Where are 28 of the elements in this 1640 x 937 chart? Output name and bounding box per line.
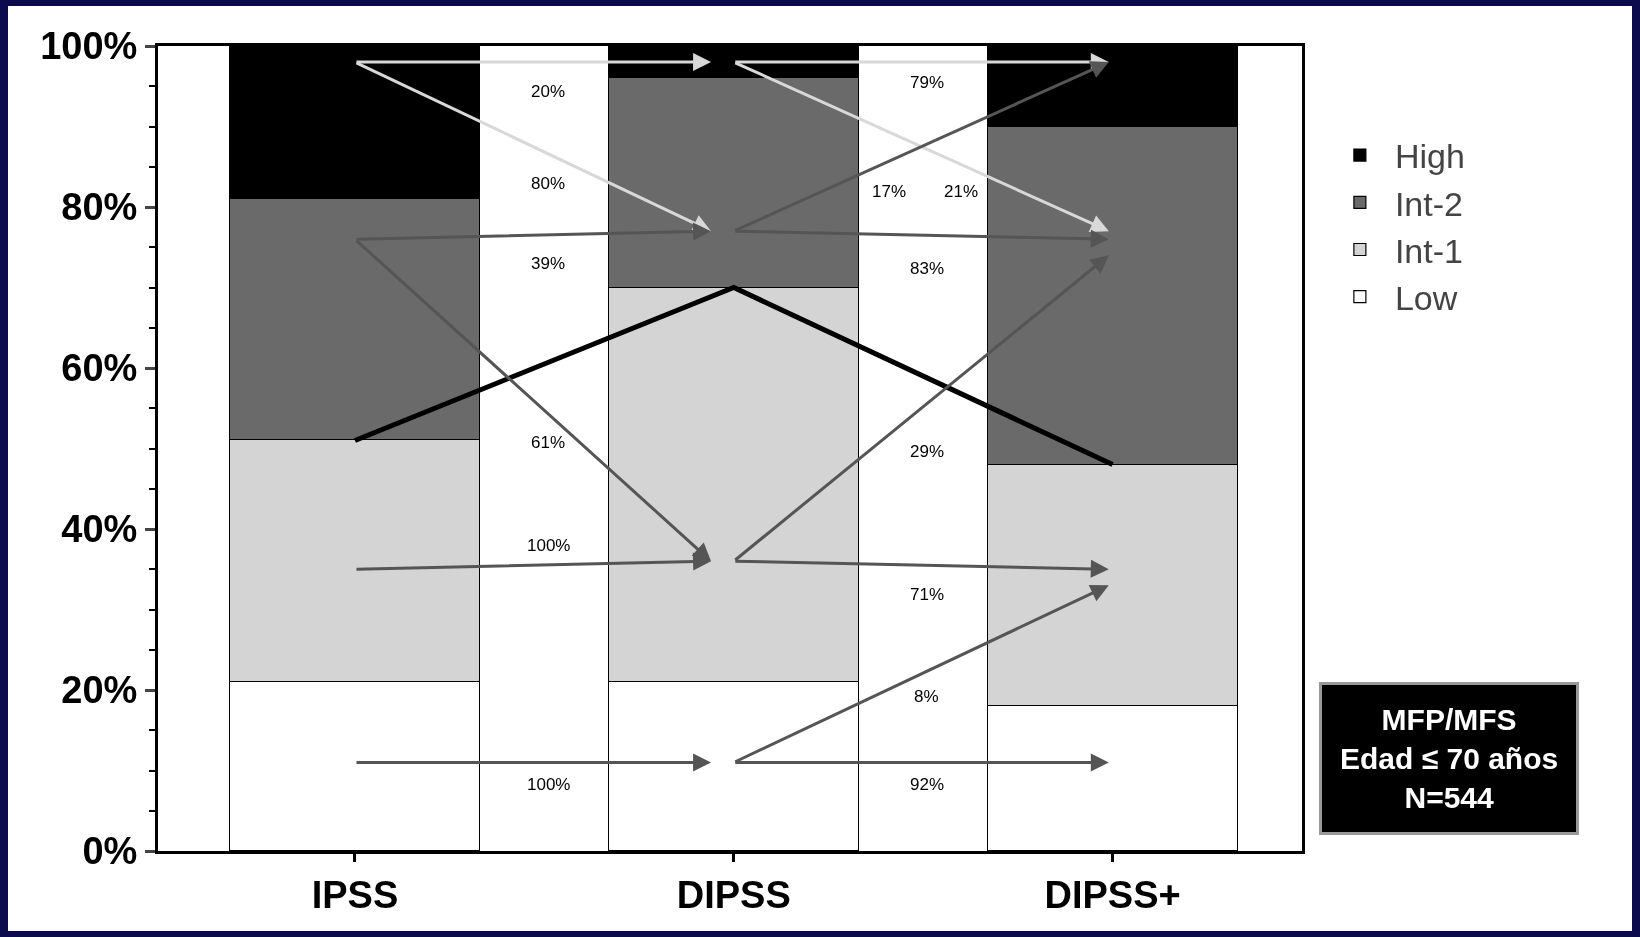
- annotation: 8%: [914, 687, 939, 706]
- annotation: 100%: [527, 536, 571, 555]
- legend-label: High: [1394, 137, 1465, 176]
- x-tick-label: DIPSS: [676, 873, 791, 916]
- legend-label: Int-2: [1394, 184, 1463, 223]
- annotation: 21%: [944, 182, 979, 201]
- legend-label: Int-1: [1394, 231, 1463, 270]
- annotation: 20%: [531, 82, 566, 101]
- y-tick-label: 60%: [61, 347, 138, 390]
- legend-label: Low: [1394, 278, 1458, 317]
- annotation: 61%: [531, 433, 566, 452]
- x-tick-label: DIPSS+: [1044, 873, 1181, 916]
- annotation: 71%: [910, 585, 945, 604]
- annotation: 17%: [872, 182, 907, 201]
- x-tick-label: IPSS: [311, 873, 399, 916]
- y-tick-label: 20%: [61, 669, 138, 712]
- annotation: 92%: [910, 775, 945, 794]
- text: MFP/MFS Edad ≤ 70 años N=544: [1340, 703, 1559, 814]
- annotation: 83%: [910, 259, 945, 278]
- y-tick-label: 40%: [61, 508, 138, 551]
- annotation: 100%: [527, 775, 571, 794]
- y-tick-label: 100%: [40, 25, 138, 68]
- annotation: 39%: [531, 254, 566, 273]
- annotation: 29%: [910, 442, 945, 461]
- annotation: 80%: [531, 174, 566, 193]
- y-tick-label: 0%: [82, 830, 138, 873]
- annotation: 79%: [910, 73, 945, 92]
- y-tick-label: 80%: [61, 186, 138, 229]
